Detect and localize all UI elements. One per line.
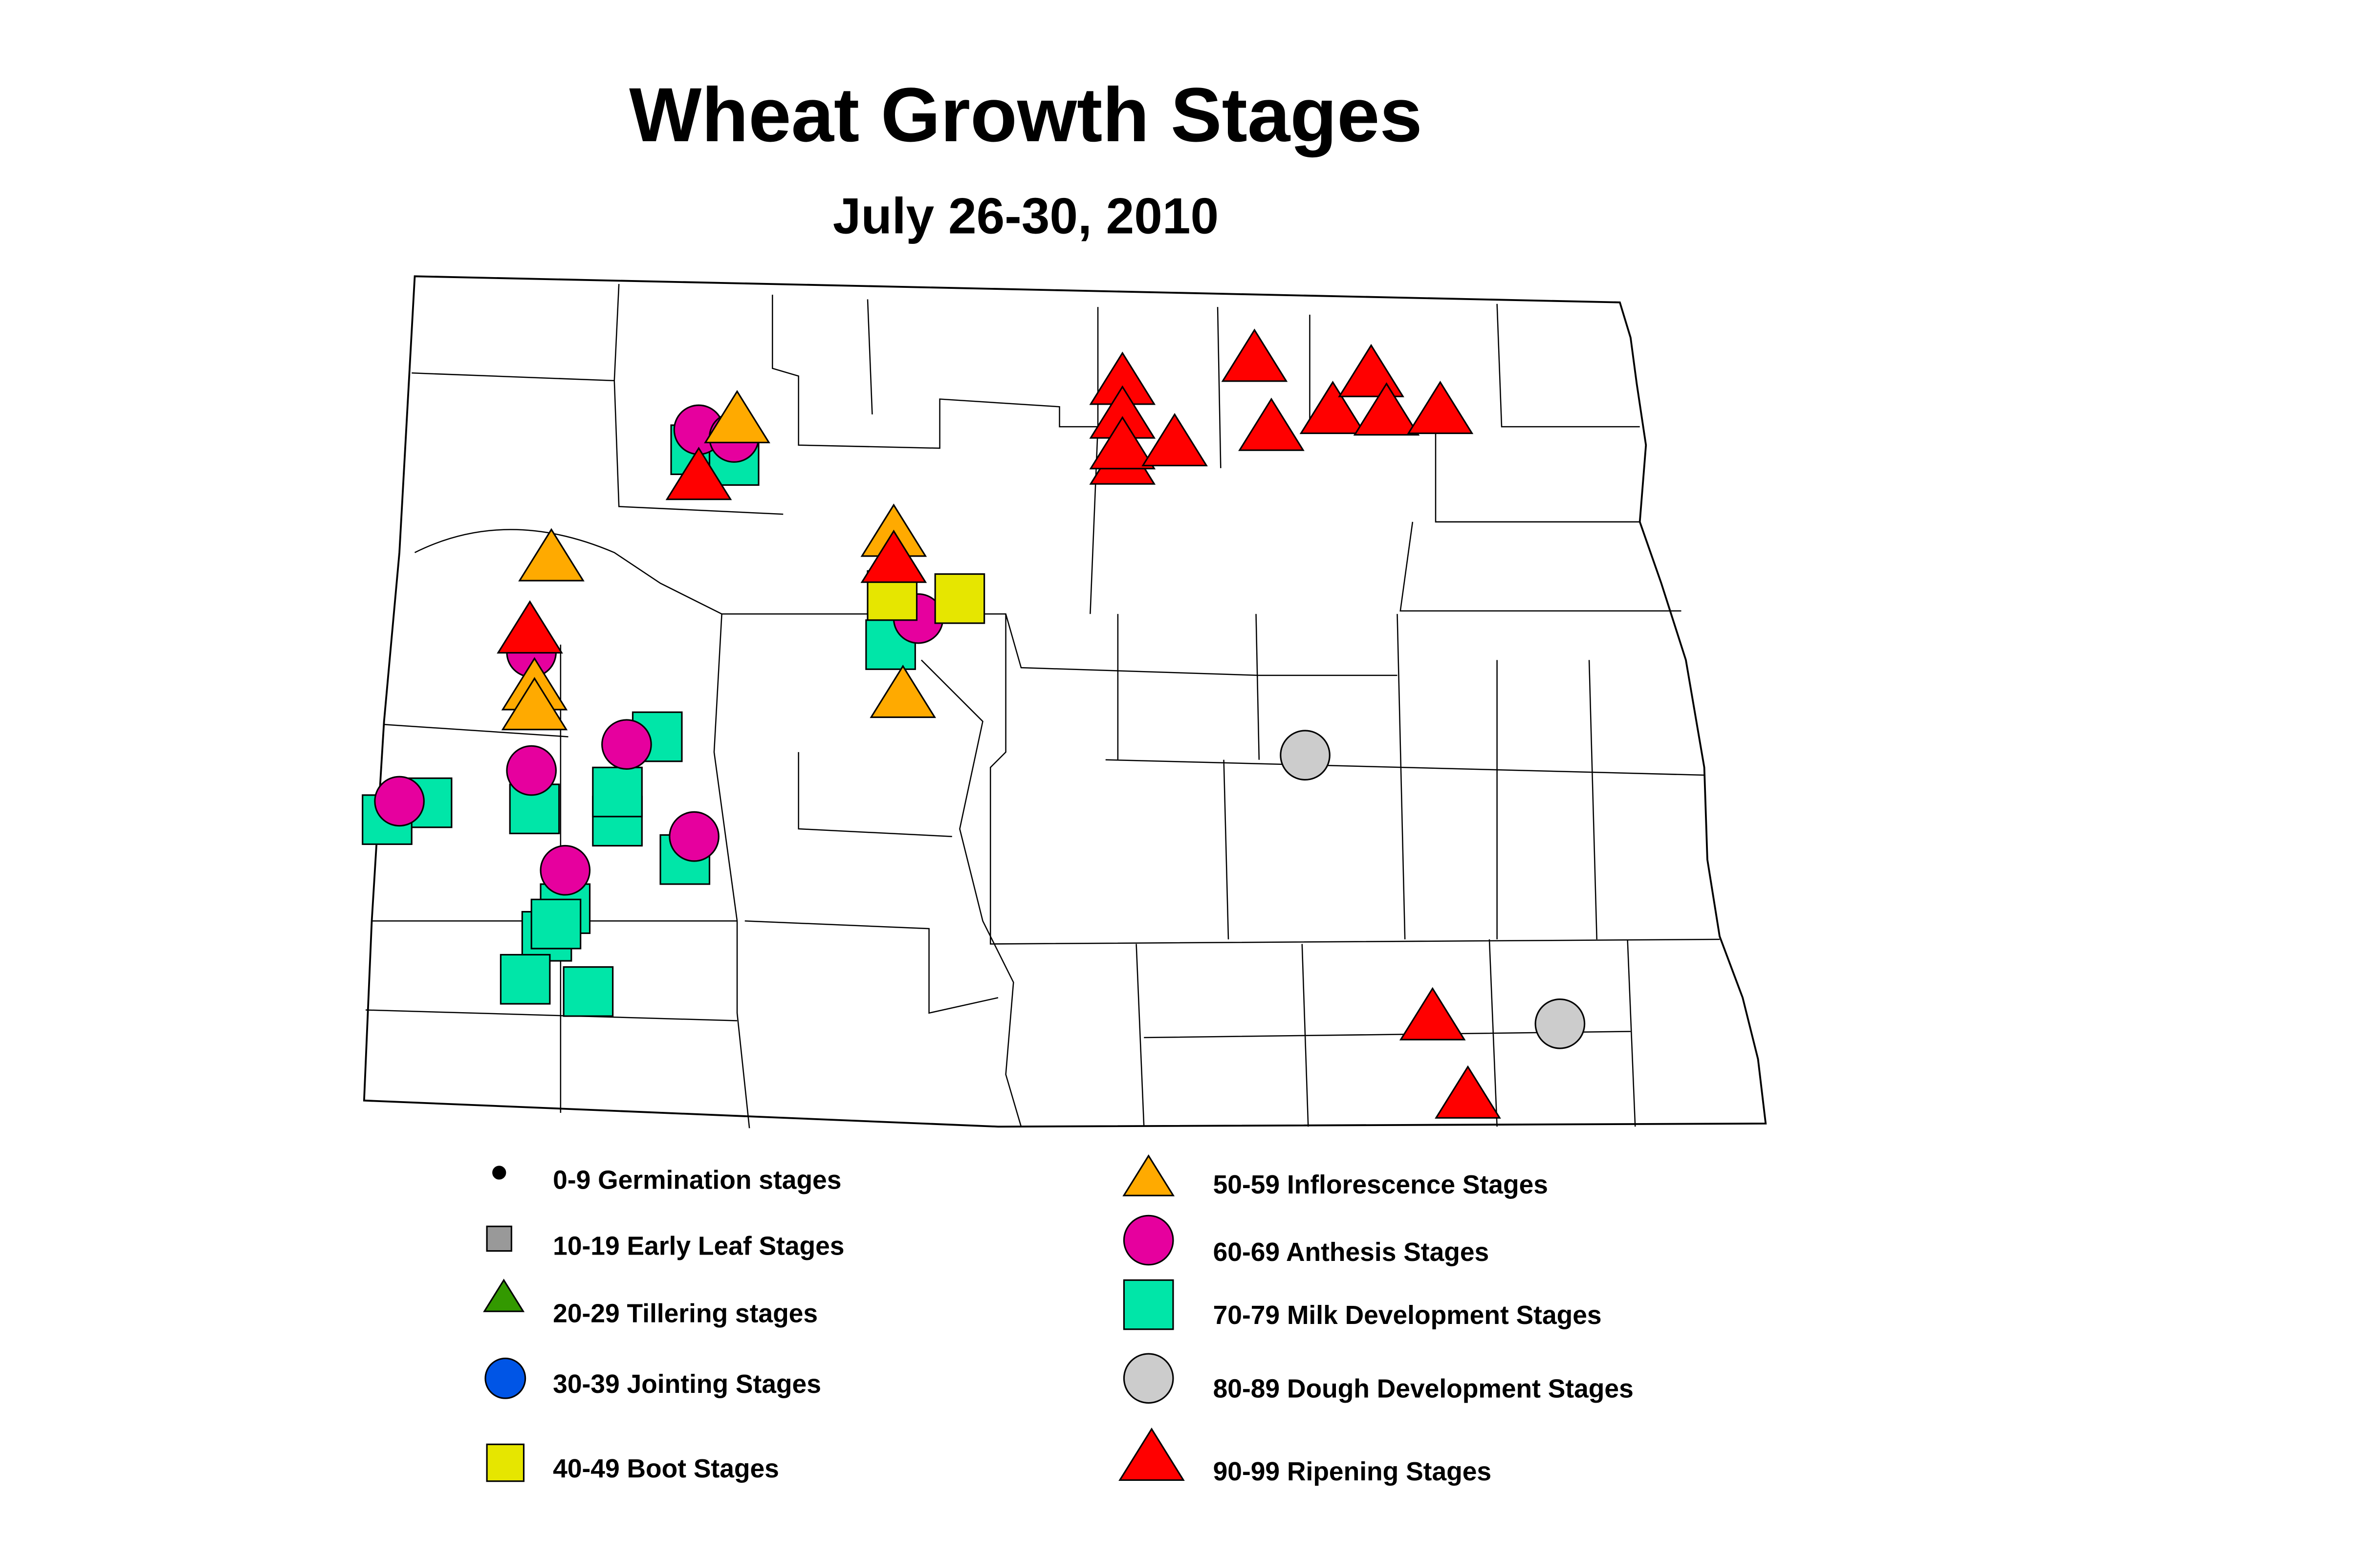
legend-label: 60-69 Anthesis Stages: [1213, 1238, 1489, 1267]
stage-marker: [501, 677, 568, 731]
stage-marker: [1399, 987, 1466, 1041]
legend-label: 70-79 Milk Development Stages: [1213, 1301, 1602, 1330]
stage-marker: [540, 845, 591, 896]
stage-marker: [506, 745, 557, 796]
legend-symbol: [1118, 1427, 1185, 1481]
legend-label: 20-29 Tillering stages: [553, 1300, 818, 1328]
stage-marker: [500, 954, 551, 1005]
legend-symbol: [484, 1357, 526, 1399]
legend-symbol: [1122, 1154, 1175, 1196]
stage-marker: [665, 447, 732, 500]
stage-marker: [563, 966, 614, 1017]
legend-symbol: [492, 1166, 506, 1180]
stage-marker: [1534, 998, 1586, 1049]
legend-label: 10-19 Early Leaf Stages: [553, 1232, 844, 1260]
stage-marker: [704, 390, 770, 444]
stage-markers: [362, 328, 1586, 1119]
stage-marker: [1238, 397, 1305, 451]
stage-marker: [497, 600, 563, 654]
stage-marker: [1221, 328, 1288, 382]
legend-symbol: [1123, 1353, 1174, 1404]
legend-label: 50-59 Inflorescence Stages: [1213, 1171, 1548, 1199]
stage-marker: [1435, 1065, 1501, 1119]
stage-marker: [1280, 730, 1331, 780]
legend-label: 0-9 Germination stages: [553, 1166, 841, 1194]
stage-marker: [860, 529, 927, 583]
stage-marker: [601, 719, 652, 770]
legend-symbol: [486, 1225, 512, 1252]
stage-marker: [1141, 412, 1208, 467]
stage-marker: [1407, 381, 1474, 434]
legend-label: 40-49 Boot Stages: [553, 1454, 779, 1483]
stage-marker: [1299, 381, 1366, 434]
legend-label: 90-99 Ripening Stages: [1213, 1457, 1492, 1486]
legend-label: 30-39 Jointing Stages: [553, 1370, 821, 1399]
legend-symbol: [483, 1279, 525, 1312]
stage-marker: [374, 776, 425, 827]
stage-marker: [1089, 416, 1156, 470]
stage-marker: [870, 665, 937, 718]
legend-label: 80-89 Dough Development Stages: [1213, 1375, 1634, 1404]
legend: 0-9 Germination stages 10-19 Early Leaf S…: [483, 1154, 1634, 1486]
map-subtitle: July 26-30, 2010: [833, 187, 1219, 244]
stage-marker: [669, 811, 720, 862]
stage-marker: [509, 783, 560, 834]
legend-symbol: [486, 1443, 525, 1482]
map-title: Wheat Growth Stages: [629, 72, 1422, 158]
stage-marker: [934, 573, 985, 624]
legend-symbol: [1123, 1214, 1174, 1266]
county-lines: [365, 283, 1720, 1128]
stage-marker: [518, 528, 585, 582]
stage-marker: [592, 766, 643, 818]
stage-marker: [1353, 382, 1420, 436]
stage-marker: [530, 898, 582, 950]
legend-symbol: [1123, 1279, 1174, 1330]
